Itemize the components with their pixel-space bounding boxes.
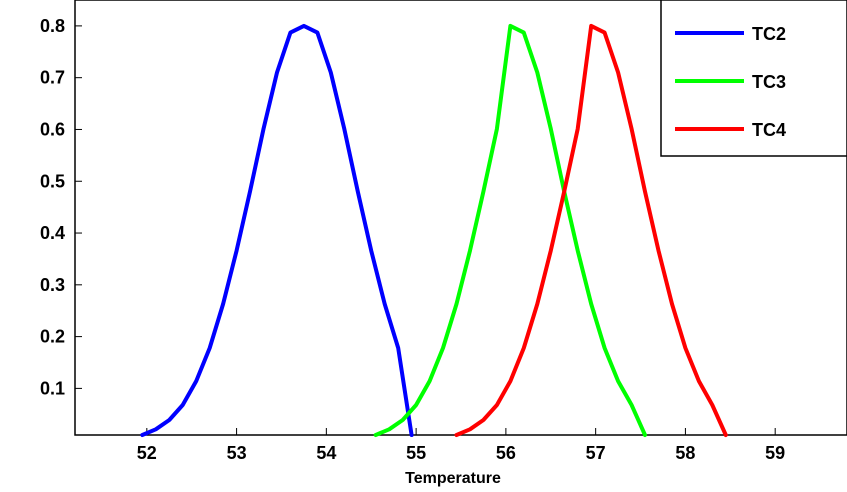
y-tick-label: 0.2 [40, 327, 65, 347]
y-tick-label: 0.8 [40, 16, 65, 36]
legend: TC2 TC3 TC4 [660, 0, 847, 157]
y-tick-label: 0.3 [40, 275, 65, 295]
x-tick-label: 55 [406, 443, 426, 463]
x-tick-label: 56 [496, 443, 516, 463]
series-group [140, 23, 728, 437]
y-tick-label: 0.6 [40, 119, 65, 139]
x-tick-label: 54 [316, 443, 336, 463]
series-line-tc4 [454, 23, 728, 437]
legend-label-tc3: TC3 [752, 72, 786, 92]
x-tick-label: 58 [675, 443, 695, 463]
y-tick-label: 0.1 [40, 378, 65, 398]
y-tick-label: 0.4 [40, 223, 65, 243]
x-tick-label: 52 [137, 443, 157, 463]
y-tick-label: 0.7 [40, 68, 65, 88]
x-tick-label: 57 [586, 443, 606, 463]
legend-label-tc4: TC4 [752, 120, 786, 140]
x-axis-label: Temperature [405, 470, 501, 487]
x-tick-label: 53 [227, 443, 247, 463]
series-line-tc3 [373, 23, 647, 437]
x-tick-label: 59 [765, 443, 785, 463]
y-tick-label: 0.5 [40, 171, 65, 191]
tick-group: 52 53 54 55 56 57 58 59 0.1 0.2 0.3 0.4 0.5 0.6 0.7 0.8 [40, 16, 785, 463]
legend-label-tc2: TC2 [752, 24, 786, 44]
series-line-tc2 [140, 23, 414, 437]
